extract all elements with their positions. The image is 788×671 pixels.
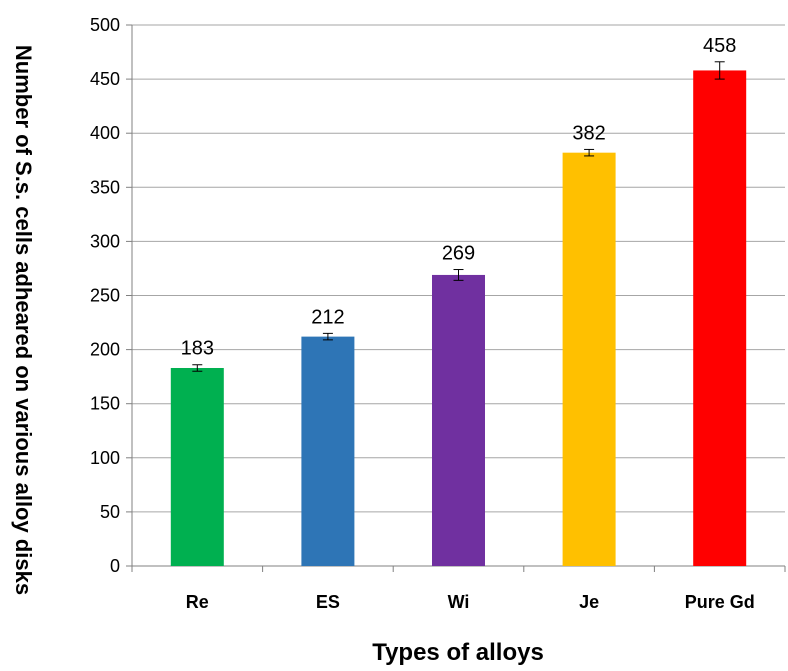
y-tick-label: 350 bbox=[90, 177, 120, 197]
y-tick-label: 100 bbox=[90, 448, 120, 468]
x-tick-label: Re bbox=[186, 592, 209, 612]
y-tick-label: 450 bbox=[90, 69, 120, 89]
y-tick-labels: 0 50 100 150 200 250 300 350 400 450 500 bbox=[90, 15, 120, 576]
data-labels: 183 212 269 382 458 bbox=[181, 35, 737, 360]
y-tick-label: 200 bbox=[90, 340, 120, 360]
bar-re bbox=[170, 367, 224, 566]
y-tick-label: 50 bbox=[100, 502, 120, 522]
x-tick-label: Wi bbox=[448, 592, 470, 612]
data-label: 183 bbox=[181, 338, 214, 360]
y-tick-label: 250 bbox=[90, 286, 120, 306]
y-tick-label: 500 bbox=[90, 15, 120, 35]
x-tick-label: ES bbox=[316, 592, 340, 612]
y-axis-title: Number of S.s. cells adheared on various… bbox=[11, 45, 36, 595]
bar-es bbox=[301, 336, 355, 566]
data-label: 269 bbox=[442, 243, 475, 265]
bar-pure-gd bbox=[693, 70, 747, 566]
data-label: 382 bbox=[572, 122, 605, 144]
data-label: 458 bbox=[703, 35, 736, 57]
bar-je bbox=[562, 152, 616, 566]
y-tick-label: 300 bbox=[90, 231, 120, 251]
y-tick-label: 0 bbox=[110, 556, 120, 576]
x-tick-label: Pure Gd bbox=[685, 592, 755, 612]
x-axis-title: Types of alloys bbox=[372, 639, 544, 666]
x-tick-label: Je bbox=[579, 592, 599, 612]
bar-wi bbox=[432, 274, 485, 566]
x-tick-labels: Re ES Wi Je Pure Gd bbox=[186, 592, 755, 612]
bars bbox=[170, 70, 747, 566]
y-tick-label: 400 bbox=[90, 123, 120, 143]
error-bars bbox=[192, 61, 725, 372]
y-tick-label: 150 bbox=[90, 394, 120, 414]
data-label: 212 bbox=[311, 306, 344, 328]
